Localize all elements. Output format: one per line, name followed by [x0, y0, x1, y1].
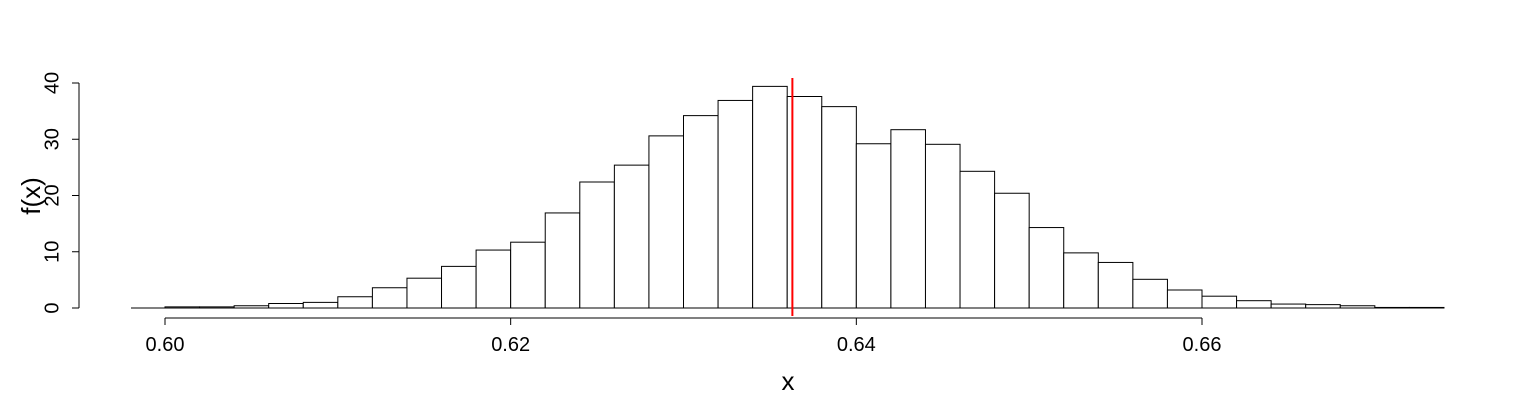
- histogram-bar: [1236, 300, 1272, 309]
- histogram-bar: [1132, 278, 1168, 309]
- histogram-bar: [1028, 227, 1065, 309]
- y-tick-label: 20: [41, 184, 63, 206]
- x-tick-label: 0.64: [837, 334, 876, 356]
- histogram-bar: [337, 296, 373, 309]
- histogram-bar: [890, 129, 926, 309]
- histogram-bar: [683, 115, 719, 309]
- histogram-bar: [717, 99, 754, 309]
- histogram-bar: [406, 277, 443, 309]
- histogram-bar: [441, 265, 477, 309]
- histogram-bar: [302, 301, 339, 309]
- histogram-bar: [648, 135, 684, 309]
- y-tick-label: 10: [41, 241, 63, 263]
- histogram-bar: [544, 212, 581, 309]
- x-tick-label: 0.66: [1183, 334, 1222, 356]
- histogram-bar: [613, 164, 650, 309]
- histogram-bar: [1201, 295, 1238, 309]
- histogram-bar: [579, 181, 615, 309]
- x-axis-title: x: [782, 366, 795, 396]
- histogram-bar: [475, 249, 512, 309]
- histogram-bar: [924, 143, 961, 309]
- histogram-bar: [821, 106, 857, 309]
- histogram-bar: [1063, 252, 1099, 309]
- histogram-bar: [959, 170, 996, 309]
- x-tick-label: 0.62: [491, 334, 530, 356]
- histogram-bar: [510, 241, 546, 309]
- histogram-bar: [1270, 303, 1307, 309]
- histogram-bar: [268, 303, 304, 309]
- histogram-bar: [1166, 289, 1203, 309]
- y-tick-label: 30: [41, 128, 63, 150]
- x-axis: 0.60 0.62 0.64 0.66: [146, 317, 1222, 356]
- y-axis: 0 10 20 30 40: [41, 72, 80, 314]
- y-tick-label: 0: [41, 302, 63, 313]
- histogram-bar: [855, 143, 892, 309]
- histogram-bars: [131, 85, 1445, 309]
- x-tick-label: 0.60: [146, 334, 185, 356]
- histogram-bar: [752, 85, 788, 309]
- histogram-bar: [371, 287, 408, 309]
- y-tick-label: 40: [41, 72, 63, 94]
- histogram-bar: [994, 192, 1030, 309]
- y-axis-title: f(x): [16, 177, 46, 215]
- histogram-bar: [1097, 261, 1134, 309]
